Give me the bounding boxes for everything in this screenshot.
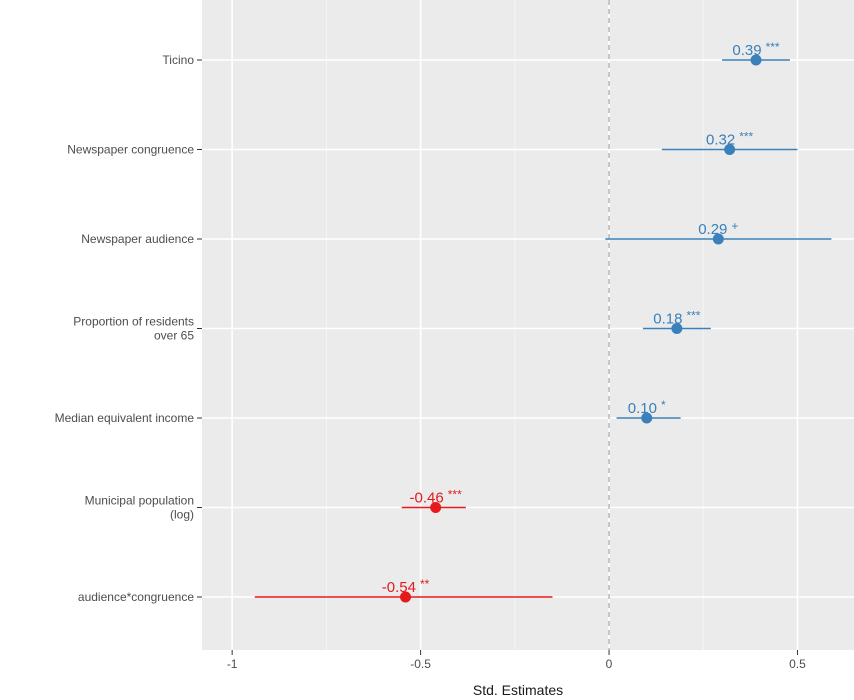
- y-tick-label-line: Newspaper audience: [81, 232, 194, 246]
- x-tick-label: -0.5: [410, 657, 431, 671]
- estimate-point: [641, 412, 653, 424]
- y-tick-label: Median equivalent income: [55, 411, 195, 425]
- estimate-label: 0.39 ***: [732, 40, 780, 59]
- estimate-value: 0.29: [698, 221, 727, 238]
- panel-background: [202, 0, 854, 650]
- y-tick-label: Municipal population (log): [85, 494, 194, 522]
- significance-stars: ***: [448, 488, 462, 502]
- x-axis-title: Std. Estimates: [473, 682, 563, 698]
- term-row: Median equivalent income 0.10 *: [55, 398, 681, 425]
- term-row: Ticino 0.39 ***: [162, 40, 790, 67]
- y-tick-label-line: Newspaper congruence: [67, 143, 194, 157]
- term-row: Newspaper congruence 0.32 ***: [67, 130, 798, 157]
- significance-stars: ***: [766, 40, 780, 54]
- y-tick-label: Proportion of residents over 65: [73, 315, 194, 343]
- y-tick-label-line: (log): [170, 508, 194, 522]
- x-tick-label: 0: [606, 657, 613, 671]
- y-tick-label-line: Median equivalent income: [55, 411, 195, 425]
- significance-stars: ***: [739, 130, 753, 144]
- term-row: Municipal population (log) -0.46 ***: [85, 488, 466, 522]
- term-row: audience*congruence -0.54 **: [78, 577, 553, 604]
- estimate-point: [430, 502, 442, 513]
- y-tick-label-line: Proportion of residents: [73, 315, 194, 329]
- significance-stars: **: [420, 577, 430, 591]
- estimate-value: 0.39: [732, 42, 761, 59]
- estimate-label: -0.46 ***: [410, 488, 463, 507]
- y-tick-label: audience*congruence: [78, 590, 194, 604]
- estimate-value: 0.18: [653, 311, 682, 328]
- x-axis: -1 -0.5 0 0.5: [227, 650, 806, 671]
- y-tick-label: Newspaper audience: [81, 232, 194, 246]
- y-tick-label-line: Municipal population: [85, 494, 194, 508]
- x-tick-label: 0.5: [789, 657, 806, 671]
- estimate-point: [724, 144, 736, 155]
- y-tick-label-line: over 65: [154, 329, 194, 343]
- y-tick-label-line: audience*congruence: [78, 590, 194, 604]
- estimate-label: 0.29 +: [698, 219, 738, 238]
- x-tick-label: -1: [227, 657, 238, 671]
- estimate-point: [712, 233, 724, 245]
- y-tick-label: Ticino: [162, 53, 194, 67]
- estimate-label: -0.54 **: [382, 577, 430, 596]
- y-tick-label: Newspaper congruence: [67, 143, 194, 157]
- significance-stars: *: [661, 398, 666, 412]
- estimate-label: 0.10 *: [628, 398, 666, 417]
- estimate-point: [750, 54, 762, 66]
- estimate-value: -0.54: [382, 579, 416, 596]
- estimate-label: 0.18 ***: [653, 309, 701, 328]
- estimate-point: [671, 323, 683, 334]
- significance-stars: ***: [686, 309, 700, 323]
- estimate-value: -0.46: [410, 490, 444, 507]
- estimate-value: 0.10: [628, 400, 657, 417]
- estimate-label: 0.32 ***: [706, 130, 754, 149]
- y-tick-label-line: Ticino: [162, 53, 194, 67]
- significance-stars: +: [731, 219, 738, 233]
- estimate-value: 0.32: [706, 132, 735, 149]
- term-row: Proportion of residents over 65 0.18 ***: [73, 309, 711, 343]
- term-row: Newspaper audience 0.29 +: [81, 219, 832, 246]
- estimate-point: [400, 591, 412, 603]
